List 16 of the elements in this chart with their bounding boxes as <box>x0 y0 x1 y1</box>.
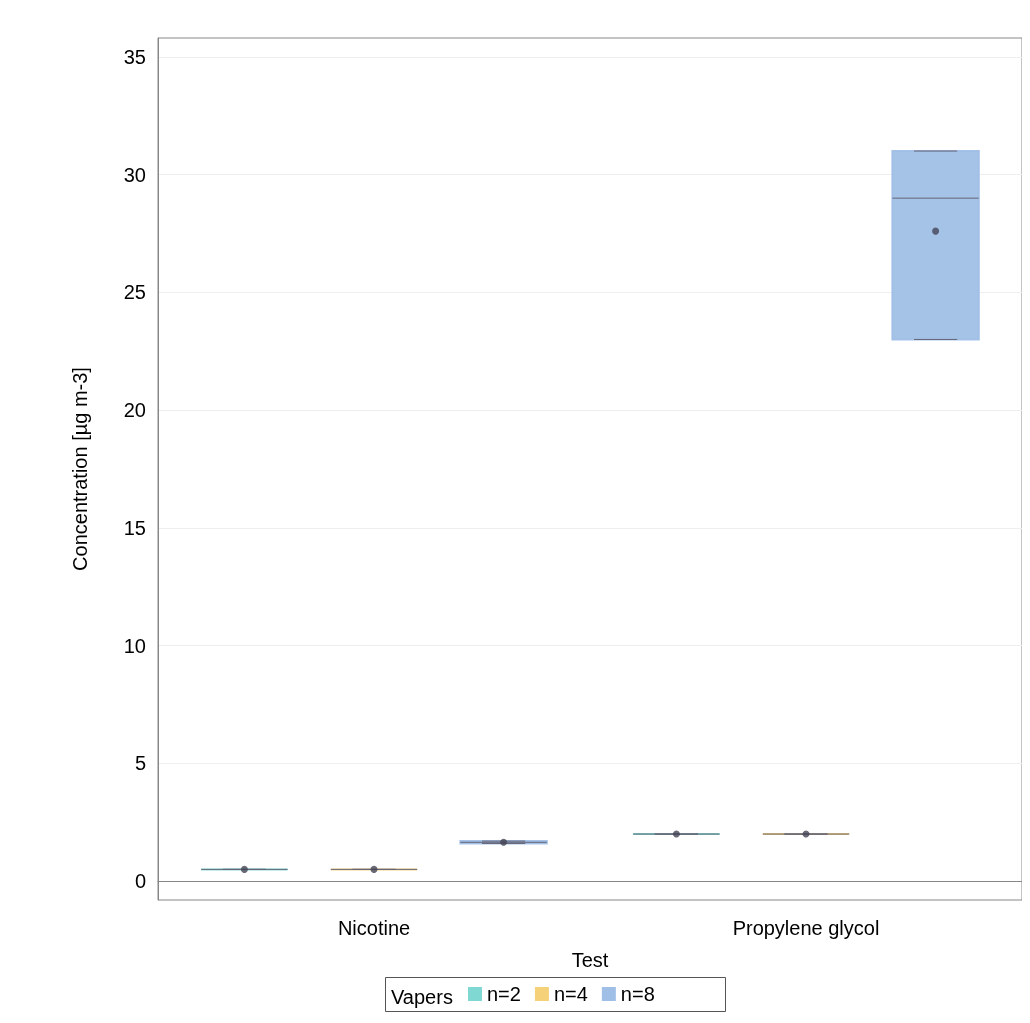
y-tick-label: 10 <box>123 634 146 657</box>
y-axis-title: Concentration [µg m-3] <box>69 367 91 571</box>
y-tick-label: 35 <box>123 45 146 68</box>
legend-label: n=4 <box>553 983 588 1005</box>
y-tick-label: 15 <box>123 516 146 539</box>
y-tick-label: 20 <box>123 399 146 422</box>
x-tick-label: Propylene glycol <box>732 917 880 939</box>
y-tick-label: 0 <box>134 870 146 893</box>
x-axis-title: Test <box>571 949 609 971</box>
y-tick-label: 30 <box>123 163 146 186</box>
x-tick-label: Nicotine <box>337 917 411 939</box>
y-tick-label: 5 <box>134 752 146 775</box>
legend-title: Vapers <box>391 986 453 1008</box>
legend-label: n=2 <box>487 983 521 1005</box>
legend-label: n=8 <box>620 983 655 1005</box>
y-tick-label: 25 <box>123 281 146 304</box>
